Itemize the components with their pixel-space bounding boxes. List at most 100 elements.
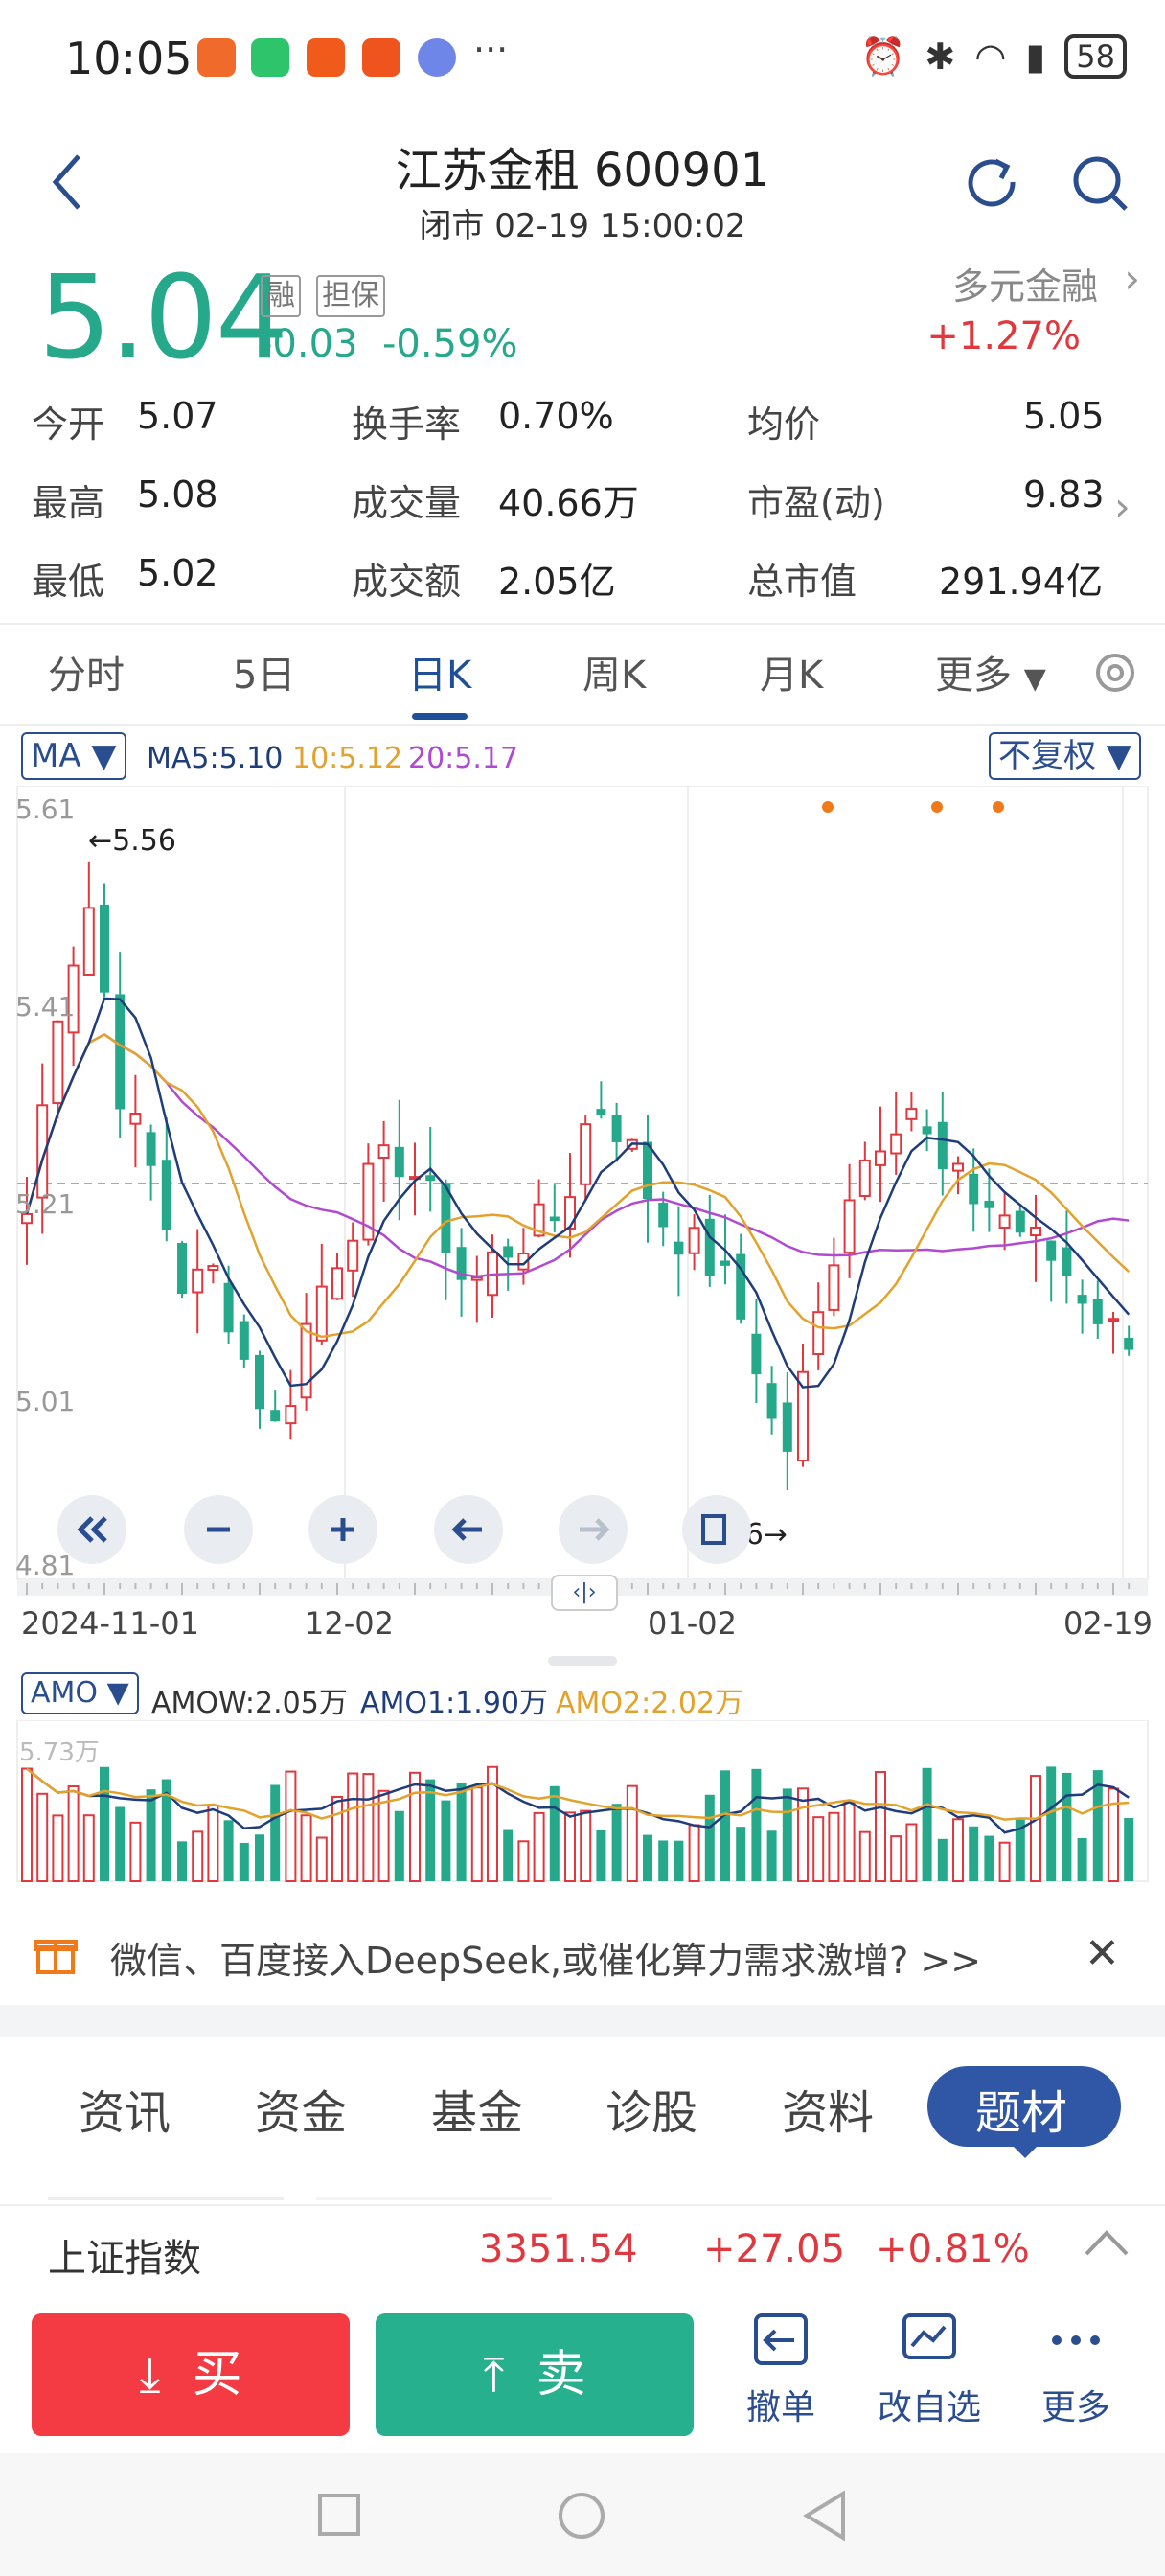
tab-weekly-k[interactable]: 周K	[582, 654, 647, 698]
tab-more[interactable]: 更多 ▼	[935, 644, 1046, 700]
volume-bar	[192, 1830, 204, 1882]
volume-axis-label: 5.73万	[19, 1738, 100, 1767]
volume-bar	[146, 1789, 156, 1881]
candle	[533, 1203, 545, 1237]
candle	[751, 1333, 762, 1375]
volume-bar	[875, 1771, 886, 1882]
tab-intraday[interactable]: 分时	[48, 654, 125, 698]
candle	[937, 1121, 948, 1170]
ma10-line	[25, 1032, 1131, 1339]
refresh-button[interactable]	[963, 153, 1024, 215]
news-text[interactable]: 微信、百度接入DeepSeek,或催化算力需求激增? >>	[110, 1940, 982, 1982]
status-bar: 10:05 ··· ⏰ ✱ ◠ ▮ 58	[0, 0, 1165, 115]
search-button[interactable]	[1070, 153, 1131, 215]
candle	[67, 964, 80, 1034]
candle	[425, 1175, 436, 1182]
ma10-legend: 10:5.12	[292, 742, 403, 775]
event-marker[interactable]	[993, 801, 1004, 813]
double-chevron-left-icon	[77, 1516, 107, 1543]
candle	[596, 1109, 606, 1115]
index-ticker[interactable]	[0, 2204, 1165, 2296]
ma5-legend: MA5:5.10	[147, 742, 284, 775]
tab-funds[interactable]: 基金	[431, 2086, 524, 2140]
app-notification-icon	[307, 38, 345, 77]
reset-view-button[interactable]	[682, 1495, 751, 1564]
volume-bar	[549, 1785, 560, 1881]
candle	[1124, 1337, 1134, 1350]
back-button[interactable]	[46, 149, 94, 216]
volume-chart[interactable]	[0, 1720, 1165, 1883]
candlestick-chart[interactable]	[0, 786, 1165, 1596]
change-percent: -0.59%	[381, 322, 518, 366]
chevron-right-icon[interactable]: ›	[1124, 255, 1140, 302]
candle	[100, 904, 109, 993]
event-marker[interactable]	[822, 801, 834, 813]
candle	[270, 1410, 281, 1422]
zoom-in-button[interactable]	[308, 1495, 377, 1564]
event-marker[interactable]	[931, 801, 943, 813]
zoom-to-start-button[interactable]	[57, 1495, 126, 1564]
sell-button[interactable]: ⤒ 卖	[376, 2313, 694, 2436]
status-time: 10:05	[65, 33, 193, 84]
chart-settings-button[interactable]	[1088, 646, 1142, 703]
edit-watchlist-button[interactable]: 改自选	[867, 2310, 992, 2429]
candle	[1077, 1295, 1087, 1304]
tab-diagnosis[interactable]: 诊股	[605, 2086, 698, 2140]
tab-news[interactable]: 资讯	[79, 2086, 171, 2140]
ma-selector[interactable]: MA ▼	[21, 732, 126, 780]
tab-more-label: 更多	[935, 654, 1012, 698]
sell-label: 卖	[536, 2346, 586, 2404]
home-icon[interactable]	[556, 2490, 607, 2542]
tab-funds-flow[interactable]: 资金	[255, 2086, 348, 2140]
chevron-up-icon[interactable]	[1083, 2223, 1131, 2266]
close-icon[interactable]: ✕	[1085, 1929, 1120, 1978]
candle	[192, 1268, 204, 1294]
chevron-right-icon[interactable]: ›	[1114, 483, 1131, 530]
wechat-icon	[251, 38, 289, 77]
volume-bar	[736, 1827, 746, 1881]
candle	[905, 1108, 918, 1120]
candle	[177, 1243, 187, 1295]
cancel-order-button[interactable]: 撤单	[719, 2310, 843, 2429]
amow-legend: AMOW:2.05万	[151, 1687, 348, 1720]
tab-themes[interactable]: 题材	[975, 2086, 1068, 2140]
stat-value: 2.05亿	[498, 561, 616, 603]
volume-bar	[270, 1784, 281, 1881]
tab-monthly-k[interactable]: 月K	[760, 654, 824, 698]
sector-name[interactable]: 多元金融	[951, 265, 1098, 308]
volume-bar	[52, 1814, 64, 1882]
candle	[797, 1370, 809, 1461]
stat-value: 40.66万	[498, 482, 639, 524]
stat-label: 成交量	[352, 482, 462, 524]
volume-bar	[533, 1811, 545, 1882]
back-nav-icon[interactable]	[801, 2490, 849, 2542]
volume-bar	[1015, 1819, 1025, 1881]
scroll-left-button[interactable]	[434, 1495, 503, 1564]
volume-bar	[812, 1816, 825, 1882]
candle	[503, 1246, 514, 1258]
divider	[48, 2196, 284, 2200]
y-tick: 5.61	[15, 794, 76, 825]
more-actions-button[interactable]: 更多	[1014, 2310, 1138, 2429]
candle	[1046, 1240, 1057, 1261]
volume-bar	[161, 1779, 171, 1881]
volume-bar	[611, 1804, 622, 1881]
plus-icon	[331, 1518, 354, 1541]
candle	[580, 1123, 592, 1185]
recents-icon[interactable]	[316, 2492, 364, 2540]
adjust-selector[interactable]: 不复权 ▼	[989, 732, 1141, 780]
drag-handle-icon[interactable]: ‹|›	[551, 1575, 618, 1611]
tab-profile[interactable]: 资料	[782, 2086, 875, 2140]
candle	[115, 994, 126, 1110]
tab-daily-k[interactable]: 日K	[408, 654, 472, 698]
change-value: -0.03	[259, 322, 358, 366]
x-tick: 2024-11-01	[21, 1605, 199, 1642]
buy-button[interactable]: ⤓ 买	[32, 2313, 350, 2436]
app-notification-icon	[197, 38, 236, 77]
scroll-right-button[interactable]	[559, 1495, 628, 1564]
volume-indicator-selector[interactable]: AMO ▼	[21, 1672, 139, 1714]
stat-label[interactable]: 市盈(动)	[747, 482, 885, 524]
tab-5day[interactable]: 5日	[233, 654, 296, 698]
zoom-out-button[interactable]	[184, 1495, 253, 1564]
panel-resize-handle[interactable]	[548, 1656, 617, 1666]
